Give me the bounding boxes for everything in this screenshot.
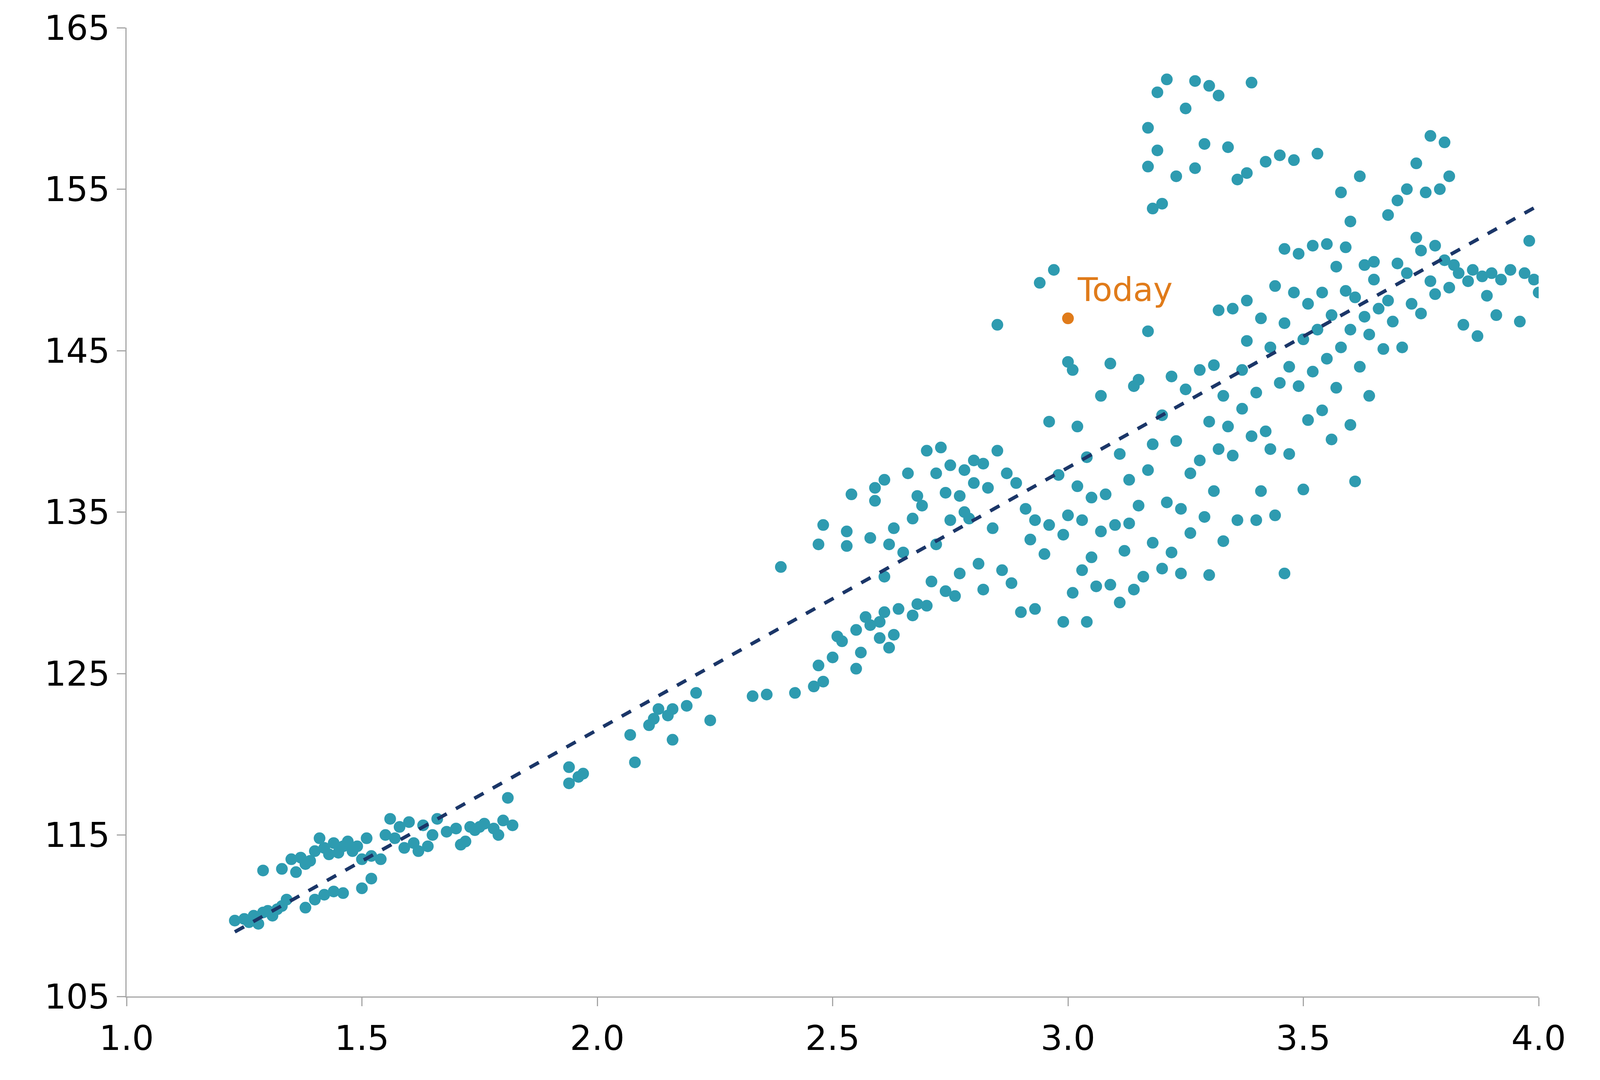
svg-text:Today: Today	[1077, 270, 1173, 309]
svg-text:125: 125	[44, 653, 110, 695]
svg-text:1.0: 1.0	[99, 1018, 154, 1059]
svg-text:2.0: 2.0	[569, 1018, 625, 1059]
svg-text:3.5: 3.5	[1276, 1018, 1331, 1059]
svg-text:4.0: 4.0	[1511, 1018, 1567, 1059]
svg-text:135: 135	[44, 492, 110, 533]
svg-text:2.5: 2.5	[805, 1018, 861, 1059]
svg-text:105: 105	[44, 976, 110, 1018]
svg-text:145: 145	[44, 330, 110, 372]
svg-text:3.0: 3.0	[1040, 1018, 1096, 1059]
svg-text:155: 155	[44, 169, 110, 210]
svg-text:165: 165	[44, 7, 110, 49]
svg-text:115: 115	[44, 815, 110, 856]
svg-text:1.5: 1.5	[334, 1018, 390, 1059]
